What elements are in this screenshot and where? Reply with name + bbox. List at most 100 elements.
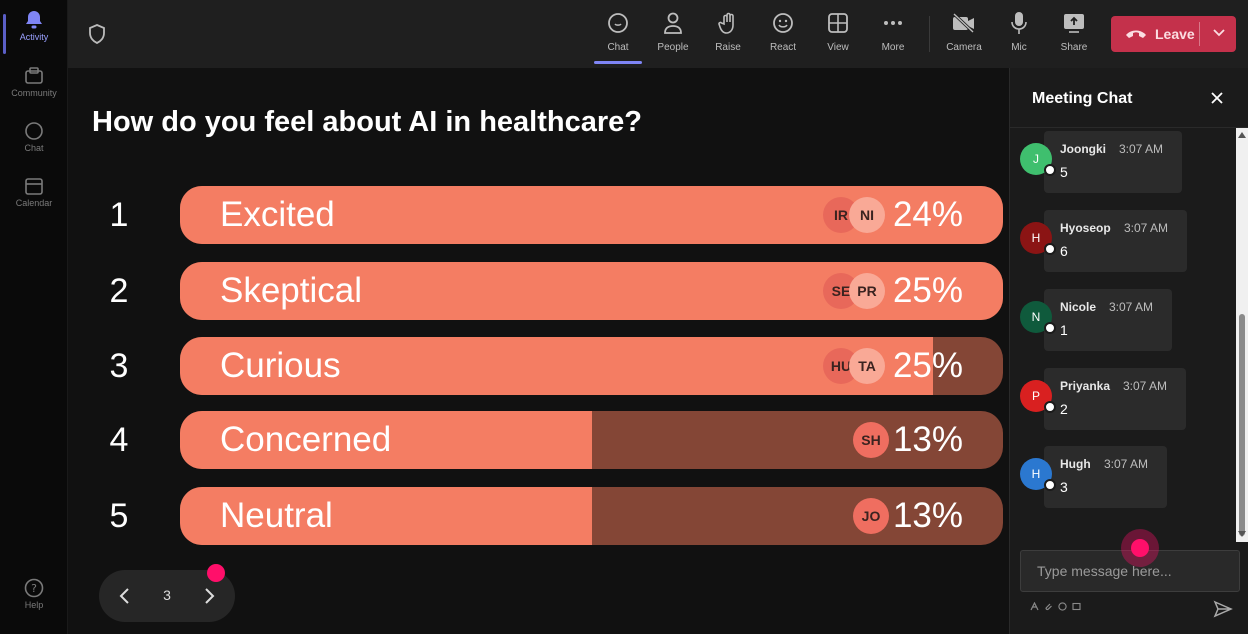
- option-number: 1: [109, 196, 129, 234]
- chat-message: Priyanka 3:07 AM 2: [1044, 368, 1186, 430]
- chevron-down-icon[interactable]: [1212, 26, 1226, 40]
- chat-bubble-icon: [606, 10, 630, 36]
- cursor-indicator: [1121, 529, 1159, 567]
- more-dots-icon: [881, 10, 905, 36]
- option-label: Skeptical: [220, 271, 363, 310]
- poll-option[interactable]: 1 Excited IR NI 24%: [68, 186, 1009, 244]
- compose-tools: [1030, 601, 1081, 613]
- mic-icon: [1007, 10, 1031, 36]
- cursor-indicator: [207, 564, 225, 582]
- leave-button[interactable]: Leave: [1111, 16, 1236, 52]
- option-bar-fill: [180, 411, 592, 469]
- option-label: Neutral: [220, 496, 333, 535]
- option-bar-fill: [180, 487, 592, 545]
- presence-icon: [1044, 479, 1056, 491]
- toolbar-chat-button[interactable]: Chat: [592, 10, 644, 64]
- emoji-icon[interactable]: [1058, 602, 1067, 613]
- toolbar-share-button[interactable]: Share: [1048, 10, 1100, 60]
- toolbar-raise-button[interactable]: Raise: [702, 10, 754, 60]
- toolbar-separator: [929, 16, 930, 52]
- gif-icon[interactable]: [1072, 602, 1081, 613]
- rail-item-activity[interactable]: Activity: [0, 10, 68, 54]
- chevron-left-icon[interactable]: [114, 584, 136, 608]
- svg-text:?: ?: [31, 582, 37, 595]
- voter-avatar: TA: [849, 348, 885, 384]
- option-number: 4: [109, 421, 129, 459]
- chat-message: Joongki 3:07 AM 5: [1044, 131, 1182, 193]
- rail-item-chat[interactable]: Chat: [0, 121, 68, 153]
- voter-avatar: JO: [853, 498, 889, 534]
- chat-header: Meeting Chat: [1010, 68, 1248, 128]
- hand-icon: [716, 10, 740, 36]
- presence-icon: [1044, 243, 1056, 255]
- bell-icon: [24, 10, 44, 30]
- rail-item-help[interactable]: ? Help: [0, 578, 68, 610]
- presence-icon: [1044, 322, 1056, 334]
- option-bar[interactable]: Curious HU TA 25%: [180, 337, 1003, 395]
- avatar: J: [1020, 143, 1056, 176]
- toolbar-more-button[interactable]: More: [867, 10, 919, 60]
- poll-option[interactable]: 5 Neutral JO 13%: [68, 487, 1009, 545]
- meeting-toolbar: Chat People Raise React View More C: [68, 0, 1248, 68]
- rail-item-calendar[interactable]: Calendar: [0, 176, 68, 208]
- option-number: 3: [109, 347, 129, 385]
- scroll-up-icon[interactable]: [1238, 132, 1246, 138]
- poll-option[interactable]: 3 Curious HU TA 25%: [68, 337, 1009, 395]
- option-percent: 13%: [892, 496, 963, 535]
- chat-icon: [24, 121, 44, 141]
- toolbar-view-button[interactable]: View: [812, 10, 864, 60]
- people-icon: [661, 10, 685, 36]
- chat-message: Nicole 3:07 AM 1: [1044, 289, 1172, 351]
- toolbar-camera-button[interactable]: Camera: [938, 10, 990, 60]
- option-label: Concerned: [220, 420, 392, 459]
- chat-scrollbar-thumb[interactable]: [1239, 314, 1245, 536]
- voter-avatar: SH: [853, 422, 889, 458]
- voter-avatar: PR: [849, 273, 885, 309]
- presence-icon: [1044, 164, 1056, 176]
- avatar: H: [1020, 458, 1056, 491]
- poll-option[interactable]: 4 Concerned SH 13%: [68, 411, 1009, 469]
- chat-message-input[interactable]: [1020, 550, 1240, 592]
- presence-icon: [1044, 401, 1056, 413]
- attach-icon[interactable]: [1044, 602, 1053, 613]
- option-label: Curious: [220, 346, 341, 385]
- avatar: P: [1020, 380, 1056, 413]
- format-icon[interactable]: [1030, 601, 1039, 613]
- poll-stage: How do you feel about AI in healthcare? …: [68, 68, 1009, 634]
- meeting-chat-panel: Meeting Chat Joongki 3:07 AM 5 J Hyoseop…: [1009, 68, 1248, 634]
- option-number: 5: [109, 497, 129, 535]
- phone-hangup-icon: [1125, 27, 1147, 41]
- camera-off-icon: [952, 10, 976, 36]
- option-percent: 24%: [892, 195, 963, 234]
- option-bar[interactable]: Neutral JO 13%: [180, 487, 1003, 545]
- leave-divider: [1199, 22, 1200, 46]
- shield-icon[interactable]: [88, 24, 106, 44]
- app-rail: Activity Community Chat Calendar ? Help: [0, 0, 68, 634]
- chat-message: Hyoseop 3:07 AM 6: [1044, 210, 1187, 272]
- toolbar-mic-button[interactable]: Mic: [993, 10, 1045, 60]
- option-bar-fill: [180, 337, 934, 395]
- option-percent: 13%: [892, 420, 963, 459]
- avatar: N: [1020, 301, 1056, 334]
- help-icon: ?: [24, 578, 44, 598]
- close-icon[interactable]: [1209, 90, 1225, 106]
- option-number: 2: [109, 272, 129, 310]
- smiley-icon: [771, 10, 795, 36]
- option-percent: 25%: [892, 271, 963, 310]
- chevron-right-icon[interactable]: [198, 584, 220, 608]
- page-number: 3: [163, 587, 171, 603]
- poll-option[interactable]: 2 Skeptical SE PR 25%: [68, 262, 1009, 320]
- option-bar[interactable]: Excited IR NI 24%: [180, 186, 1003, 244]
- toolbar-react-button[interactable]: React: [757, 10, 809, 60]
- rail-item-community[interactable]: Community: [0, 66, 68, 98]
- chat-message-list[interactable]: Joongki 3:07 AM 5 J Hyoseop 3:07 AM 6 H …: [1010, 128, 1234, 542]
- chat-title: Meeting Chat: [1032, 90, 1133, 107]
- toolbar-people-button[interactable]: People: [647, 10, 699, 60]
- scroll-down-icon[interactable]: [1238, 531, 1246, 537]
- calendar-icon: [24, 176, 44, 196]
- option-bar[interactable]: Skeptical SE PR 25%: [180, 262, 1003, 320]
- share-icon: [1062, 10, 1086, 36]
- grid-icon: [826, 10, 850, 36]
- option-bar[interactable]: Concerned SH 13%: [180, 411, 1003, 469]
- send-icon[interactable]: [1213, 599, 1233, 619]
